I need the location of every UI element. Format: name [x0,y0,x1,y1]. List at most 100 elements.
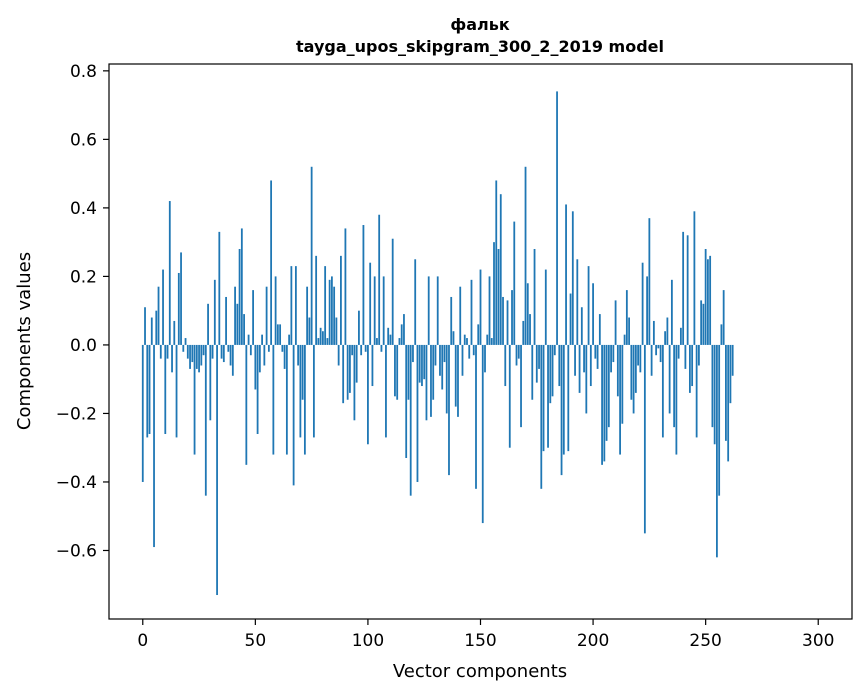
bar [513,221,516,345]
bar [407,344,410,400]
bar [634,344,637,393]
bar [558,344,561,387]
bar [688,344,691,393]
bar [533,249,536,345]
bar [643,344,646,534]
bar [252,290,254,345]
bar [490,338,493,345]
bar [385,344,387,438]
bar [166,344,169,359]
bar [623,334,626,345]
y-tick-label: −0.4 [56,473,97,493]
bar [389,334,392,345]
bar [598,314,601,345]
bar [146,344,149,438]
bar [405,344,408,458]
bar [461,344,464,376]
bar [155,310,158,345]
bar [148,344,151,434]
bar [308,317,311,345]
bar [596,344,599,369]
bar [679,327,682,345]
bar [261,334,263,345]
bar [254,344,257,390]
bar [310,166,313,345]
bar [621,344,624,424]
x-tick-label: 300 [802,631,834,651]
bar [610,344,612,373]
x-axis: 0 50 100 150 200 250 300 [137,619,834,651]
bar [540,344,543,489]
bar [153,344,155,548]
y-tick-label: 0.8 [70,62,97,82]
bar [673,344,676,428]
bar [605,344,608,441]
bar [625,290,628,345]
bar [700,300,703,345]
bar [486,334,489,345]
bar [553,344,556,356]
bar [209,344,212,421]
bar [436,276,439,345]
bar [560,344,563,476]
bar [508,344,511,448]
bar [650,344,653,376]
bar [430,344,432,417]
bar [171,344,173,373]
bar [396,344,399,400]
bar [538,344,540,369]
bar [351,344,354,356]
bar [387,327,390,345]
bar [607,344,610,428]
bar [211,344,214,359]
bar [283,344,286,369]
bar [515,344,518,366]
bar [472,344,475,356]
bar [177,272,180,345]
bar [542,344,545,452]
bar [493,242,495,345]
bar [204,344,207,496]
bar [337,344,340,366]
bar [367,344,369,445]
bar [587,266,590,345]
bar [594,344,597,359]
bar [479,269,482,345]
bar [675,344,678,455]
y-tick-label: 0.4 [70,199,97,219]
bar [231,344,234,376]
bar [522,320,525,345]
bar [592,283,594,345]
bar [531,344,534,400]
x-tick-label: 50 [245,631,267,651]
bar [216,344,218,596]
bar [661,344,664,438]
bar [524,166,527,345]
bar [220,344,223,359]
bar [403,314,405,345]
x-tick-label: 150 [464,631,496,651]
bar [481,344,484,524]
bar [358,310,360,345]
bar [382,276,385,345]
bar [477,324,480,345]
bar [641,262,644,345]
bar [704,249,707,345]
chart-title: фальк [450,15,510,34]
bar [331,276,333,345]
bar [585,344,588,414]
bar [691,344,694,387]
bar [312,344,315,438]
bar [567,344,570,452]
bar [695,344,698,438]
bar [520,344,522,428]
bar [445,344,448,414]
bar [450,296,453,345]
bar [234,286,236,345]
bar [222,344,225,363]
bar [506,300,509,345]
bar [556,91,558,345]
bar [562,344,565,455]
bar [200,344,203,366]
bar [306,286,309,345]
